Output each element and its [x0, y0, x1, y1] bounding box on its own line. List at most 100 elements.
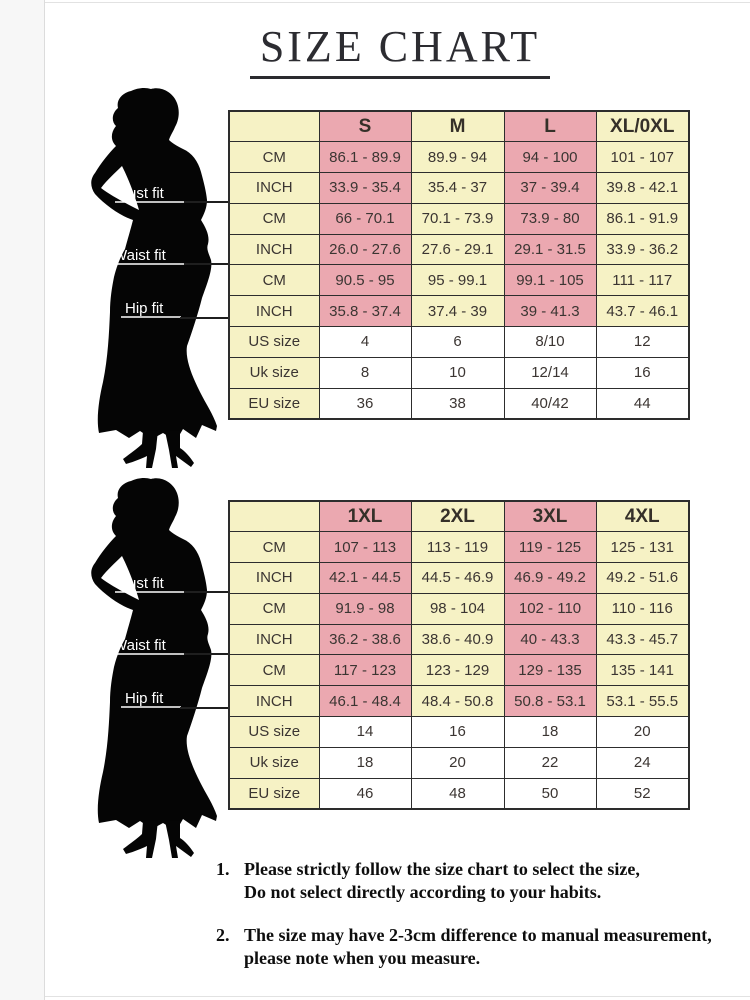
- corner-cell: [228, 500, 320, 533]
- value-cell: 86.1 - 89.9: [318, 141, 412, 174]
- row-label-cell: Uk size: [228, 746, 320, 779]
- value-cell: 6: [410, 326, 505, 358]
- value-cell: 39 - 41.3: [503, 295, 597, 328]
- table-row: INCH 33.9 - 35.4 35.4 - 37 37 - 39.4 39.8 - …: [228, 172, 690, 204]
- row-label-cell: INCH: [228, 172, 320, 204]
- value-cell: 95 - 99.1: [410, 264, 505, 297]
- row-label-cell: EU size: [228, 777, 320, 810]
- value-cell: 99.1 - 105: [503, 264, 597, 297]
- table-row: INCH 26.0 - 27.6 27.6 - 29.1 29.1 - 31.5 33.…: [228, 233, 690, 266]
- row-label-cell: EU size: [228, 387, 320, 420]
- size-header-cell: 2XL: [410, 500, 505, 533]
- value-cell: 50: [503, 777, 597, 810]
- silhouette-arm-gap: [101, 556, 139, 600]
- table-row: INCH 46.1 - 48.4 48.4 - 50.8 50.8 - 53.1 53.…: [228, 685, 690, 718]
- size-table-regular: S M L XL/0XL CM 86.1 - 89.9 89.9 - 94 94 - 100 1…: [228, 110, 690, 420]
- value-cell: 4: [318, 326, 412, 358]
- row-label-cell: CM: [228, 202, 320, 235]
- value-cell: 12: [595, 326, 690, 358]
- value-cell: 33.9 - 35.4: [318, 172, 412, 204]
- table-row: CM 107 - 113 113 - 119 119 - 125 125 - 131: [228, 531, 690, 564]
- value-cell: 123 - 129: [410, 654, 505, 687]
- bust-connector-line: [184, 201, 228, 203]
- hip-connector-line: [180, 317, 228, 319]
- row-label-cell: INCH: [228, 562, 320, 594]
- silhouette-back-shoe: [123, 820, 158, 858]
- value-cell: 119 - 125: [503, 531, 597, 564]
- value-cell: 110 - 116: [595, 592, 690, 625]
- table-row: CM 90.5 - 95 95 - 99.1 99.1 - 105 111 - 117: [228, 264, 690, 297]
- row-label-cell: CM: [228, 141, 320, 174]
- size-header-cell: XL/0XL: [595, 110, 690, 143]
- value-cell: 98 - 104: [410, 592, 505, 625]
- value-cell: 94 - 100: [503, 141, 597, 174]
- value-cell: 35.4 - 37: [410, 172, 505, 204]
- value-cell: 44: [595, 387, 690, 420]
- row-label-cell: CM: [228, 531, 320, 564]
- value-cell: 70.1 - 73.9: [410, 202, 505, 235]
- bust-fit-label: Bust fit: [118, 575, 165, 592]
- table-row: INCH 42.1 - 44.5 44.5 - 46.9 46.9 - 49.2 49.…: [228, 562, 690, 594]
- value-cell: 53.1 - 55.5: [595, 685, 690, 718]
- value-cell: 107 - 113: [318, 531, 412, 564]
- waist-fit-label: Waist fit: [113, 247, 167, 264]
- row-label-cell: INCH: [228, 623, 320, 656]
- value-cell: 16: [595, 356, 690, 389]
- value-cell: 43.3 - 45.7: [595, 623, 690, 656]
- value-cell: 27.6 - 29.1: [410, 233, 505, 266]
- waist-fit-label: Waist fit: [113, 637, 167, 654]
- table-row: CM 66 - 70.1 70.1 - 73.9 73.9 - 80 86.1 - 91…: [228, 202, 690, 235]
- size-table-plus: 1XL 2XL 3XL 4XL CM 107 - 113 113 - 119 119 - 12…: [228, 500, 690, 810]
- photo-edge-bottom: [45, 996, 750, 997]
- table-row: EU size 36 38 40/42 44: [228, 387, 690, 420]
- value-cell: 37.4 - 39: [410, 295, 505, 328]
- table-row: US size 14 16 18 20: [228, 716, 690, 748]
- value-cell: 73.9 - 80: [503, 202, 597, 235]
- row-label-cell: INCH: [228, 685, 320, 718]
- header-row: 1XL 2XL 3XL 4XL: [228, 500, 690, 533]
- value-cell: 135 - 141: [595, 654, 690, 687]
- note-number: 1.: [216, 859, 230, 879]
- value-cell: 20: [410, 746, 505, 779]
- value-cell: 29.1 - 31.5: [503, 233, 597, 266]
- value-cell: 40 - 43.3: [503, 623, 597, 656]
- table-row: CM 117 - 123 123 - 129 129 - 135 135 - 141: [228, 654, 690, 687]
- value-cell: 40/42: [503, 387, 597, 420]
- value-cell: 86.1 - 91.9: [595, 202, 690, 235]
- value-cell: 129 - 135: [503, 654, 597, 687]
- value-cell: 46.1 - 48.4: [318, 685, 412, 718]
- table-row: CM 86.1 - 89.9 89.9 - 94 94 - 100 101 - 107: [228, 141, 690, 174]
- note-item: 1. Please strictly follow the size chart…: [216, 858, 746, 904]
- note-text: The size may have 2-3cm difference to ma…: [244, 925, 712, 969]
- size-header-cell: L: [503, 110, 597, 143]
- row-label-cell: US size: [228, 326, 320, 358]
- value-cell: 42.1 - 44.5: [318, 562, 412, 594]
- bust-fit-label: Bust fit: [118, 185, 165, 202]
- value-cell: 12/14: [503, 356, 597, 389]
- value-cell: 36.2 - 38.6: [318, 623, 412, 656]
- female-silhouette-figure: Bust fit Waist fit Hip fit: [91, 87, 217, 468]
- value-cell: 50.8 - 53.1: [503, 685, 597, 718]
- value-cell: 44.5 - 46.9: [410, 562, 505, 594]
- value-cell: 66 - 70.1: [318, 202, 412, 235]
- value-cell: 35.8 - 37.4: [318, 295, 412, 328]
- table-row: US size 4 6 8/10 12: [228, 326, 690, 358]
- female-silhouette-figure: Bust fit Waist fit Hip fit: [91, 477, 217, 858]
- size-header-cell: 4XL: [595, 500, 690, 533]
- bust-connector-line: [184, 591, 228, 593]
- value-cell: 91.9 - 98: [318, 592, 412, 625]
- table-row: EU size 46 48 50 52: [228, 777, 690, 810]
- value-cell: 8: [318, 356, 412, 389]
- header-row: S M L XL/0XL: [228, 110, 690, 143]
- silhouette-front-shoe: [165, 430, 194, 468]
- page-title: SIZE CHART: [249, 23, 551, 80]
- hip-fit-label: Hip fit: [125, 690, 164, 707]
- size-header-cell: 3XL: [503, 500, 597, 533]
- hip-fit-label: Hip fit: [125, 300, 164, 317]
- note-number: 2.: [216, 925, 230, 946]
- silhouette-arm-gap: [101, 166, 139, 210]
- hip-connector-line: [180, 707, 228, 709]
- value-cell: 8/10: [503, 326, 597, 358]
- value-cell: 14: [318, 716, 412, 748]
- value-cell: 52: [595, 777, 690, 810]
